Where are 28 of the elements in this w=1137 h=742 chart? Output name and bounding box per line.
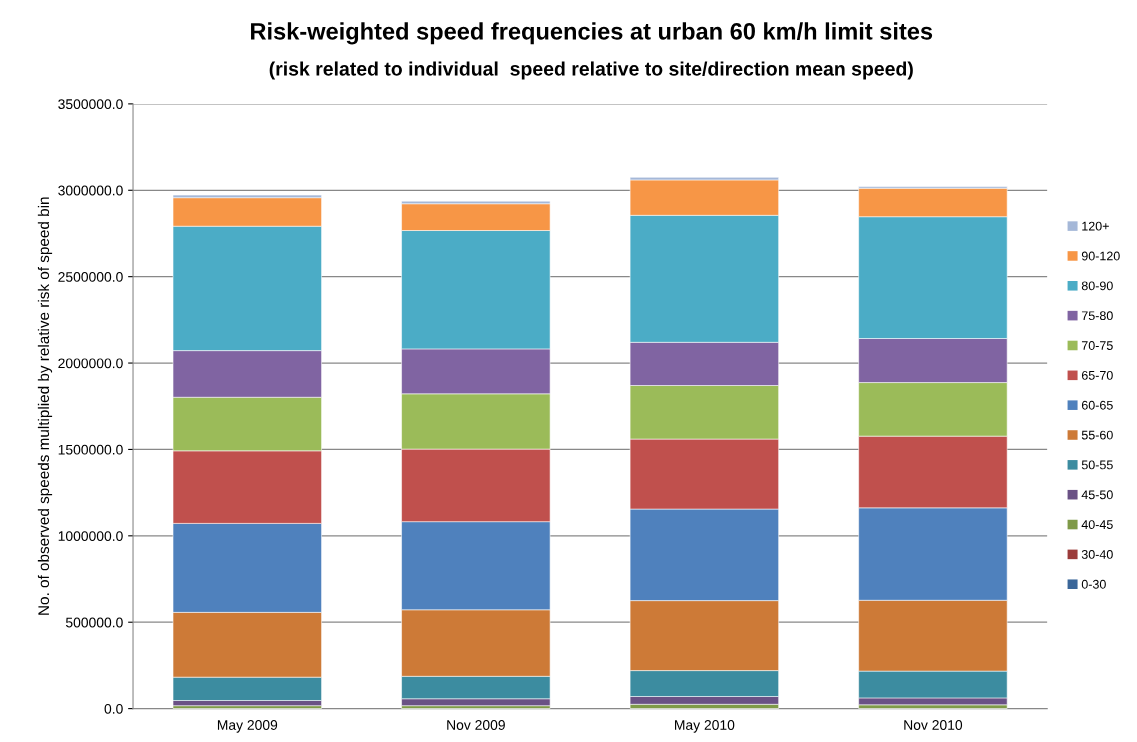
x-tick-label: May 2009 [217, 720, 278, 733]
legend-label: 45-50 [1081, 490, 1113, 500]
legend-label: 40-45 [1081, 520, 1113, 530]
legend-label: 70-75 [1081, 341, 1113, 350]
y-tick-label: 3500000.0 [58, 99, 123, 110]
chart-subtitle: (risk related to individual speed relative to site/direction mean speed) [269, 61, 913, 80]
legend-label: 120+ [1082, 221, 1109, 231]
legend-label: 80-90 [1081, 281, 1113, 291]
legend-label: 60-65 [1081, 400, 1113, 410]
legend-label: 30-40 [1081, 550, 1113, 559]
y-tick-label: 1500000.0 [58, 444, 123, 455]
legend-label: 90-120 [1081, 251, 1120, 261]
legend-label: 75-80 [1081, 311, 1113, 321]
legend-label: 50-55 [1081, 460, 1113, 470]
legend-label: 0-30 [1081, 579, 1106, 589]
y-tick-label: 3000000.0 [58, 185, 123, 196]
y-axis-title: No. of observed speeds multiplied by relative risk of speed bin [37, 197, 53, 615]
y-tick-label: 1000000.0 [58, 531, 123, 541]
legend-label: 65-70 [1081, 370, 1113, 380]
chart-title: Risk-weighted speed frequencies at urban 60 km/h limit sites [251, 22, 933, 45]
legend-label: 55-60 [1081, 430, 1113, 440]
x-tick-label: May 2010 [675, 720, 735, 733]
y-tick-label: 500000.0 [65, 617, 123, 628]
y-tick-label: 2000000.0 [58, 358, 123, 369]
y-tick-label: 0.0 [104, 703, 123, 714]
y-tick-label: 2500000.0 [58, 271, 123, 282]
x-tick-label: Nov 2010 [904, 720, 963, 730]
x-tick-label: Nov 2009 [447, 720, 505, 730]
